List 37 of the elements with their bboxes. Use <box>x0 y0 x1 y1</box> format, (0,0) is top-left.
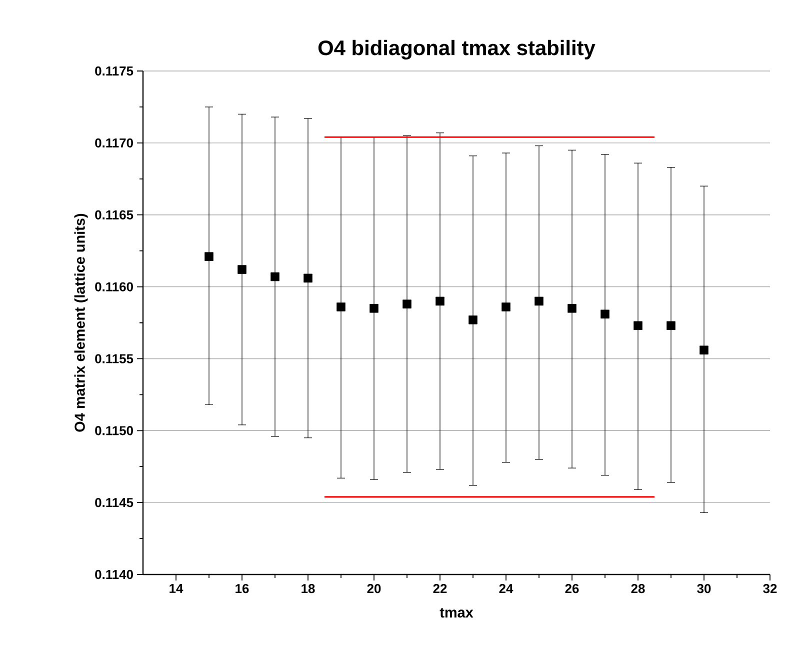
y-tick-label: 0.1155 <box>95 354 134 364</box>
point <box>238 265 246 274</box>
point <box>700 346 708 354</box>
y-tick-label: 0.1140 <box>95 570 133 580</box>
x-tick-label: 32 <box>763 584 777 594</box>
point <box>304 274 312 283</box>
y-tick-label: 0.1160 <box>95 282 133 292</box>
y-tick-label: 0.1150 <box>95 426 133 436</box>
point <box>666 321 676 330</box>
x-tick-label: 22 <box>433 584 447 594</box>
x-tick-label: 18 <box>302 584 315 594</box>
x-tick-label: 28 <box>631 584 645 594</box>
point <box>436 296 444 306</box>
chart-title: O4 bidiagonal tmax stability <box>318 40 596 60</box>
y-tick-label: 0.1165 <box>95 210 134 220</box>
point <box>370 304 378 313</box>
point <box>270 272 280 282</box>
y-axis-title: O4 matrix element (lattice units) <box>74 214 88 432</box>
point <box>534 296 544 306</box>
x-tick-label: 24 <box>499 584 514 594</box>
point <box>468 315 478 324</box>
point <box>502 302 510 312</box>
x-tick-label: 30 <box>697 584 711 594</box>
y-tick-label: 0.1170 <box>95 138 133 148</box>
x-tick-label: 26 <box>565 584 579 594</box>
x-axis-title: tmax <box>440 608 474 618</box>
x-tick-label: 16 <box>236 584 249 594</box>
x-tick-label: 20 <box>367 584 381 594</box>
point <box>204 252 214 261</box>
y-tick-label: 0.1175 <box>95 66 134 76</box>
point <box>568 304 576 313</box>
y-tick-label: 0.1145 <box>95 498 134 508</box>
point <box>336 302 346 312</box>
x-tick-label: 14 <box>170 584 184 593</box>
point <box>600 310 610 318</box>
point <box>402 300 412 308</box>
point <box>634 321 642 330</box>
